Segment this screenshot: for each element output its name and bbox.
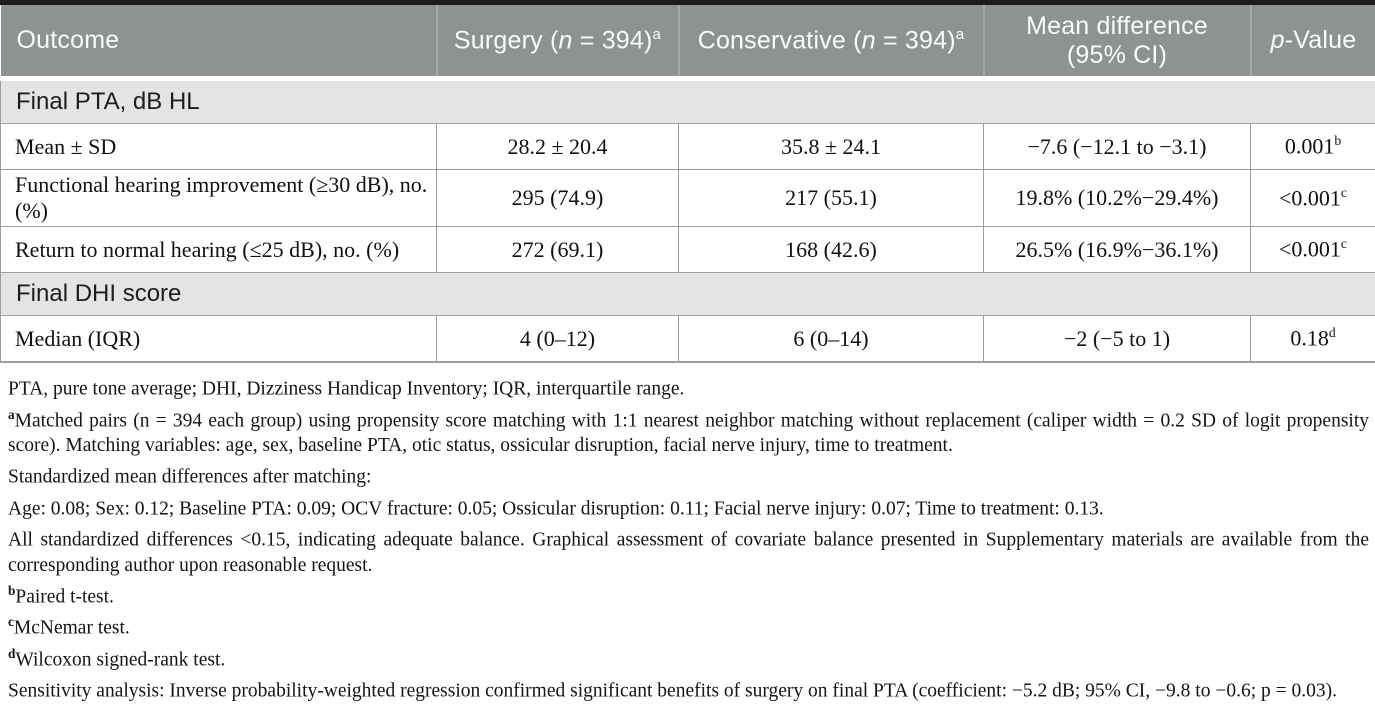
cell-mean-difference: −2 (−5 to 1) [984, 316, 1251, 363]
cell-p-value: 0.18d [1251, 316, 1375, 363]
cell-conservative: 6 (0–14) [679, 316, 984, 363]
column-header-p-value: p-Value [1251, 5, 1375, 79]
footnote-d-wilcoxon: dWilcoxon signed-rank test. [8, 641, 1369, 673]
footnote-abbreviations: PTA, pure tone average; DHI, Dizziness H… [8, 370, 1369, 402]
footnote-c-mcnemar: cMcNemar test. [8, 609, 1369, 641]
footnote-marker-a: a [8, 407, 15, 422]
cell-p-value: <0.001c [1251, 227, 1375, 273]
column-header-outcome-label: Outcome [17, 26, 120, 54]
column-header-mean-difference: Mean difference(95% CI) [984, 5, 1251, 79]
footnote-marker-d: d [8, 646, 15, 661]
cell-outcome: Mean ± SD [1, 124, 437, 170]
footnote-a-matching: aMatched pairs (n = 394 each group) usin… [8, 402, 1369, 459]
footnote-marker-c: c [1341, 185, 1347, 200]
column-header-outcome: Outcome [1, 5, 437, 79]
cell-outcome: Functional hearing improvement (≥30 dB),… [1, 170, 437, 227]
table-footnotes: PTA, pure tone average; DHI, Dizziness H… [0, 370, 1375, 704]
footnote-marker-a: a [653, 26, 662, 43]
cell-mean-difference: 26.5% (16.9%−36.1%) [984, 227, 1251, 273]
footnote-smd-heading: Standardized mean differences after matc… [8, 458, 1369, 490]
cell-p-value: <0.001c [1251, 170, 1375, 227]
section-row-final-pta: Final PTA, dB HL [1, 79, 1375, 124]
footnote-marker-a: a [956, 26, 965, 43]
section-label: Final PTA, dB HL [1, 79, 1375, 124]
cell-mean-difference: 19.8% (10.2%−29.4%) [984, 170, 1251, 227]
cell-surgery: 295 (74.9) [437, 170, 679, 227]
cell-surgery: 28.2 ± 20.4 [437, 124, 679, 170]
cell-conservative: 217 (55.1) [679, 170, 984, 227]
outcomes-table: Outcome Surgery (n = 394)a Conservative … [0, 5, 1375, 363]
footnote-marker-b: b [1334, 133, 1341, 148]
table-row: Functional hearing improvement (≥30 dB),… [1, 170, 1375, 227]
cell-outcome: Return to normal hearing (≤25 dB), no. (… [1, 227, 437, 273]
cell-surgery: 4 (0–12) [437, 316, 679, 363]
cell-mean-difference: −7.6 (−12.1 to −3.1) [984, 124, 1251, 170]
table-row: Mean ± SD 28.2 ± 20.4 35.8 ± 24.1 −7.6 (… [1, 124, 1375, 170]
footnote-b-paired-t-test: bPaired t-test. [8, 578, 1369, 610]
table-row: Return to normal hearing (≤25 dB), no. (… [1, 227, 1375, 273]
footnote-marker-d: d [1329, 325, 1336, 340]
cell-surgery: 272 (69.1) [437, 227, 679, 273]
table-header-row: Outcome Surgery (n = 394)a Conservative … [1, 5, 1375, 79]
section-row-final-dhi: Final DHI score [1, 273, 1375, 316]
table-row: Median (IQR) 4 (0–12) 6 (0–14) −2 (−5 to… [1, 316, 1375, 363]
cell-p-value: 0.001b [1251, 124, 1375, 170]
column-header-surgery: Surgery (n = 394)a [437, 5, 679, 79]
outcomes-table-container: Outcome Surgery (n = 394)a Conservative … [0, 0, 1375, 363]
column-header-conservative: Conservative (n = 394)a [679, 5, 984, 79]
section-label: Final DHI score [1, 273, 1375, 316]
cell-conservative: 35.8 ± 24.1 [679, 124, 984, 170]
footnote-sensitivity-analysis: Sensitivity analysis: Inverse probabilit… [8, 672, 1369, 704]
footnote-smd-values: Age: 0.08; Sex: 0.12; Baseline PTA: 0.09… [8, 490, 1369, 522]
footnote-balance: All standardized differences <0.15, indi… [8, 521, 1369, 578]
footnote-marker-c: c [1341, 236, 1347, 251]
cell-outcome: Median (IQR) [1, 316, 437, 363]
cell-conservative: 168 (42.6) [679, 227, 984, 273]
